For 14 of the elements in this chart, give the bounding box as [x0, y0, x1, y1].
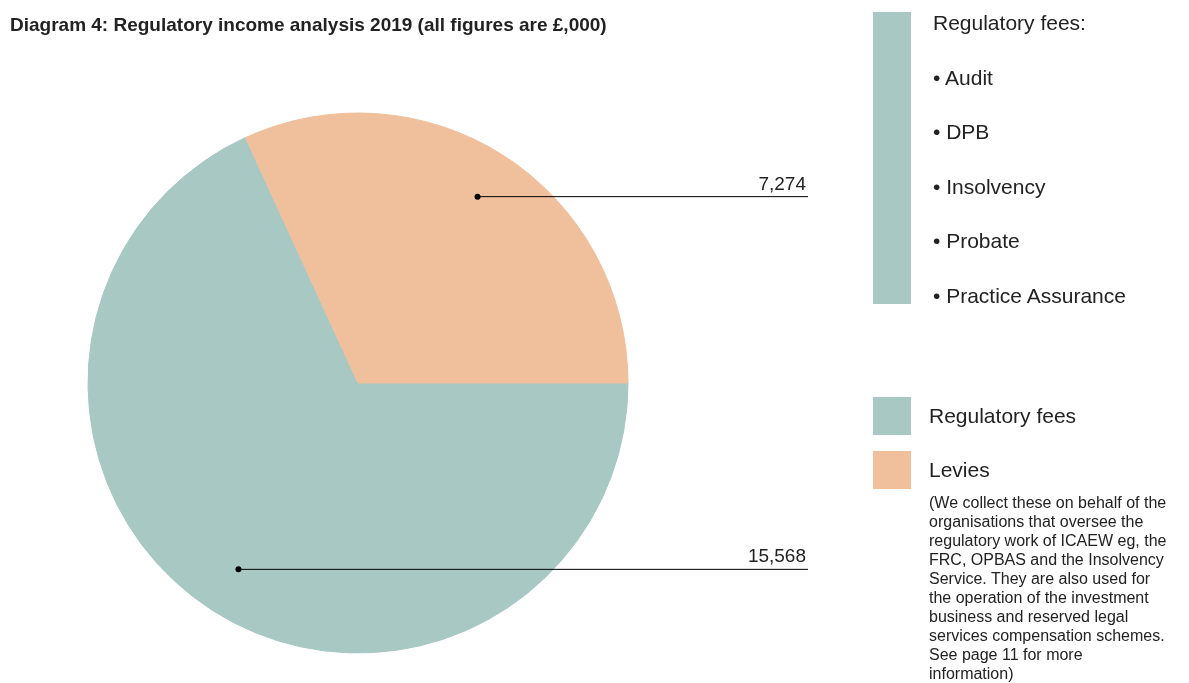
text: • Audit — [933, 65, 994, 91]
text: Regulatory fees: — [933, 11, 1087, 36]
text: (We collect these on behalf of the organisations that oversee the regulatory work of ICAEW eg, the FRC, OPBAS and the Insolvency Service. They are also used for the operation of the investment business and reserved legal services compensation schemes. See page 11 for more information) — [929, 494, 1167, 682]
pie-slice — [87, 137, 629, 654]
pie-slice — [244, 112, 629, 384]
chart-title: Diagram 4: Regulatory income analysis 2019 (all figures are £,000) — [10, 14, 607, 36]
data-label: 7,274 — [758, 172, 807, 194]
text: • Insolvency — [933, 174, 1047, 200]
text: • Probate — [933, 229, 1021, 254]
legend-label: Regulatory fees — [929, 404, 1077, 428]
data-label: 15,568 — [747, 545, 806, 567]
text: • Practice Assurance — [933, 283, 1126, 309]
text: • DPB — [933, 120, 991, 145]
legend-label: Levies — [929, 458, 990, 482]
